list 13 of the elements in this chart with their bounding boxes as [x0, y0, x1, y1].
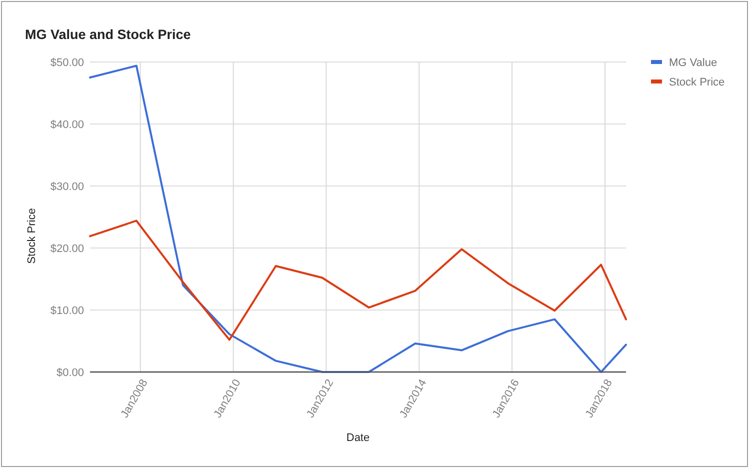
- y-tick-label: $20.00: [50, 242, 84, 255]
- y-tick-label: $10.00: [50, 304, 84, 317]
- y-tick-label: $30.00: [50, 180, 84, 193]
- line-series: [89, 64, 627, 373]
- x-axis-title: Date: [346, 432, 370, 444]
- y-tick-label: $50.00: [50, 56, 84, 69]
- chart-title: MG Value and Stock Price: [25, 27, 192, 42]
- y-axis-title: Stock Price: [26, 208, 38, 264]
- legend-label: Stock Price: [669, 76, 725, 88]
- y-tick-label: $0.00: [56, 366, 84, 379]
- y-tick-label: $40.00: [50, 118, 84, 131]
- line-series: [89, 220, 627, 341]
- legend-label: MG Value: [669, 56, 718, 69]
